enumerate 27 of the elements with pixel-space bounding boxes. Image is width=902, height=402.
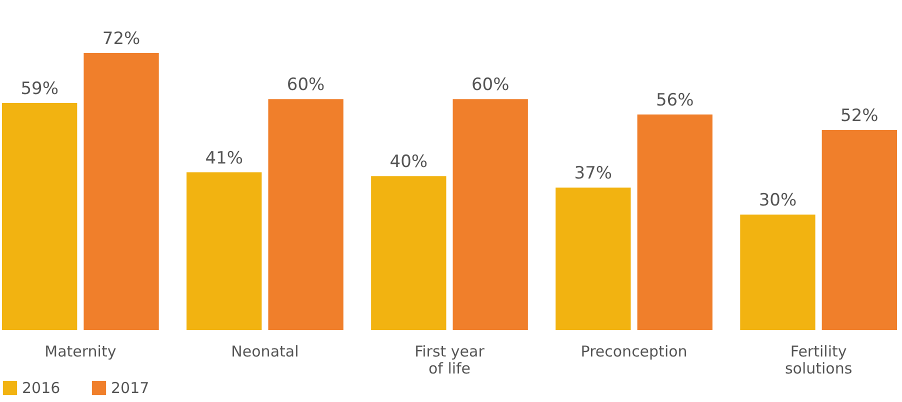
- data-label: 72%: [102, 29, 140, 49]
- bar: [452, 99, 528, 330]
- legend-label: 2017: [111, 379, 150, 397]
- data-label: 60%: [286, 75, 325, 96]
- data-label: 60%: [471, 75, 510, 96]
- data-label: 56%: [656, 90, 694, 111]
- bar: [740, 214, 816, 330]
- data-label: 59%: [20, 79, 58, 100]
- bar: [268, 99, 344, 330]
- bar: [637, 114, 712, 330]
- bar: [2, 103, 78, 330]
- bar: [822, 130, 897, 330]
- x-tick-label: Preconception: [580, 342, 688, 360]
- data-label: 41%: [205, 148, 244, 168]
- x-tick-label: Maternity: [44, 342, 116, 360]
- x-tick-label: Neonatal: [231, 342, 299, 360]
- data-label: 52%: [840, 106, 878, 126]
- x-tick-label: Fertility solutions: [784, 342, 852, 378]
- data-label: 37%: [574, 164, 612, 184]
- data-label: 40%: [390, 152, 428, 172]
- bar: [371, 176, 446, 330]
- bar: [556, 188, 631, 330]
- legend-label: 2016: [22, 379, 60, 397]
- bar: [186, 172, 262, 330]
- bar: [84, 53, 159, 330]
- x-tick-label: First year of life: [414, 342, 486, 378]
- data-label: 30%: [758, 190, 797, 211]
